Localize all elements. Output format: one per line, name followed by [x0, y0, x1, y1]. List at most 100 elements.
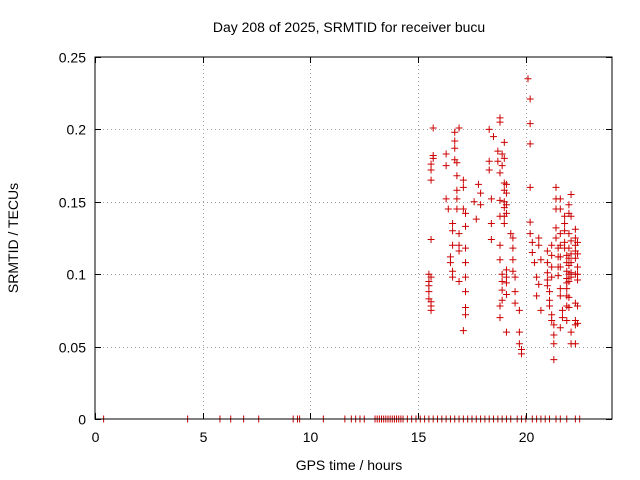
data-point	[526, 95, 534, 103]
data-point	[449, 273, 457, 281]
data-point	[565, 230, 573, 238]
data-point	[477, 189, 485, 197]
data-point	[556, 205, 564, 213]
data-point	[571, 340, 579, 348]
data-point	[496, 302, 504, 310]
data-point	[515, 340, 523, 348]
data-point	[502, 209, 510, 217]
data-point	[515, 306, 523, 314]
data-point	[487, 235, 495, 243]
y-tick-label: 0	[78, 412, 86, 428]
x-tick-label: 5	[200, 429, 208, 445]
data-point	[548, 263, 556, 271]
data-point	[462, 222, 470, 230]
data-point	[537, 306, 545, 314]
data-point	[462, 209, 470, 217]
data-point	[451, 144, 459, 152]
y-axis-title: SRMTID / TECUs	[5, 183, 21, 293]
data-point	[556, 292, 564, 300]
data-point	[563, 285, 571, 293]
data-point	[425, 282, 433, 290]
y-tick-label: 0.25	[59, 50, 86, 66]
data-point	[498, 270, 506, 278]
data-point	[509, 267, 517, 275]
data-point	[528, 248, 536, 256]
data-point	[459, 205, 467, 213]
data-point	[563, 317, 571, 325]
data-point	[498, 286, 506, 294]
data-point	[427, 160, 435, 168]
data-point	[561, 220, 569, 228]
data-point	[515, 328, 523, 336]
data-point	[552, 183, 560, 191]
data-point	[462, 288, 470, 296]
data-point	[451, 128, 459, 136]
data-point	[509, 234, 517, 242]
data-point	[567, 212, 575, 220]
data-point	[449, 241, 457, 249]
data-point	[455, 247, 463, 255]
data-point	[550, 340, 558, 348]
data-point	[462, 311, 470, 319]
data-point	[509, 244, 517, 252]
data-point	[571, 225, 579, 233]
data-point	[477, 201, 485, 209]
data-point	[554, 272, 562, 280]
data-point	[550, 356, 558, 364]
data-point	[571, 234, 579, 242]
data-point	[535, 234, 543, 242]
data-point	[442, 195, 450, 203]
data-point	[498, 150, 506, 158]
data-point	[451, 137, 459, 145]
data-point	[565, 254, 573, 262]
data-point	[548, 273, 556, 281]
data-point	[511, 273, 519, 281]
data-point	[502, 266, 510, 274]
data-point	[548, 251, 556, 259]
data-point	[500, 138, 508, 146]
data-point	[442, 150, 450, 158]
data-point	[502, 201, 510, 209]
data-point	[548, 317, 556, 325]
data-point	[556, 230, 564, 238]
data-point	[496, 118, 504, 126]
grid-lines	[95, 57, 612, 419]
data-point	[537, 256, 545, 264]
data-point	[498, 277, 506, 285]
data-point	[459, 327, 467, 335]
data-point	[567, 250, 575, 258]
data-point	[574, 250, 582, 258]
data-point	[502, 328, 510, 336]
data-point	[474, 180, 482, 188]
data-point	[556, 263, 564, 271]
chart-title: Day 208 of 2025, SRMTID for receiver buc…	[213, 19, 485, 35]
x-axis-title: GPS time / hours	[296, 457, 403, 473]
data-point	[429, 151, 437, 159]
data-point	[500, 154, 508, 162]
data-point	[543, 282, 551, 290]
data-point	[543, 269, 551, 277]
data-point	[453, 186, 461, 194]
data-point	[507, 230, 515, 238]
data-point	[526, 140, 534, 148]
data-point	[550, 321, 558, 329]
data-point	[472, 215, 480, 223]
data-point	[496, 256, 504, 264]
data-point	[455, 277, 463, 285]
data-point	[462, 259, 470, 267]
data-point	[462, 273, 470, 281]
y-tick-label: 0.1	[67, 267, 87, 283]
data-point	[535, 280, 543, 288]
x-tick-label: 20	[519, 429, 535, 445]
data-point	[487, 195, 495, 203]
data-point	[535, 241, 543, 249]
data-point	[533, 273, 541, 281]
data-point	[453, 205, 461, 213]
data-point	[449, 227, 457, 235]
data-point	[455, 124, 463, 132]
data-point	[511, 288, 519, 296]
data-point	[490, 133, 498, 141]
data-point	[518, 345, 526, 353]
